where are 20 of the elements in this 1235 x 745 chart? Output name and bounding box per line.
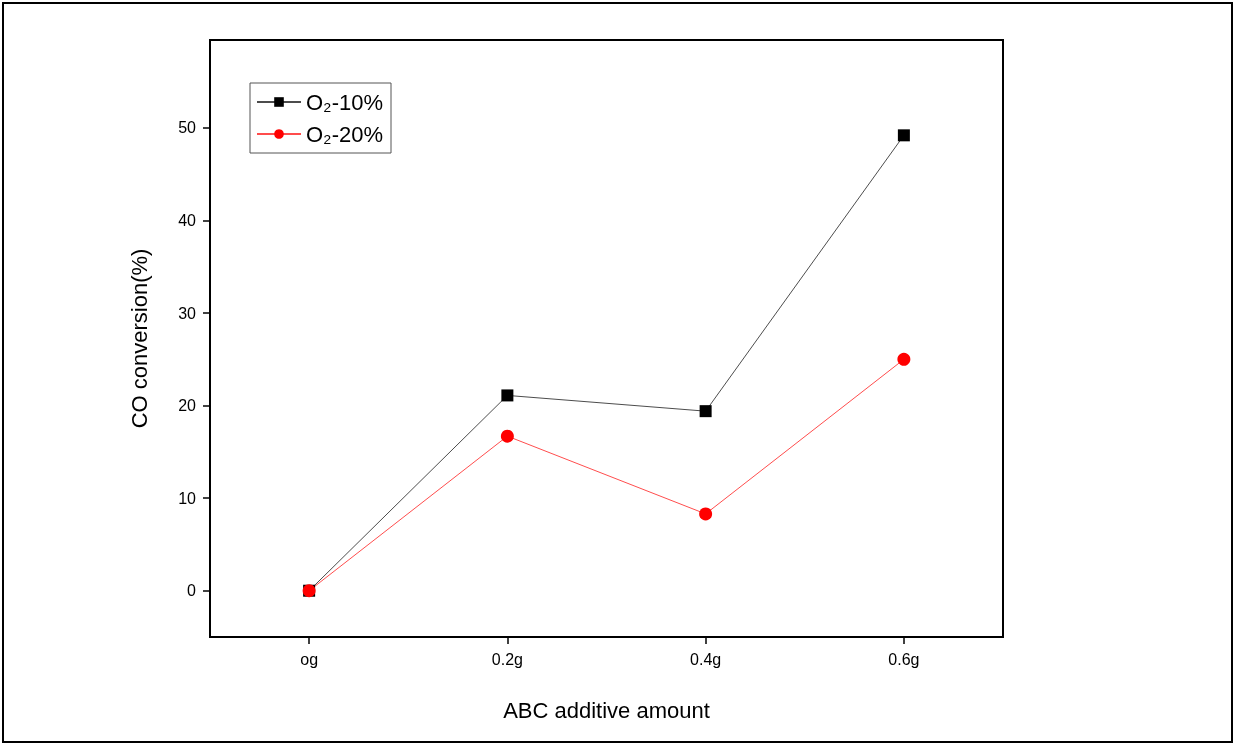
x-tick-label: 0.4g [690, 650, 722, 668]
legend-label: O₂-20% [306, 121, 384, 147]
y-tick-label: 0 [187, 582, 197, 600]
y-tick-label: 30 [178, 304, 197, 322]
point [897, 352, 911, 366]
x-tick-label: 0.6g [888, 650, 920, 668]
y-tick-label: 20 [178, 397, 197, 415]
point [501, 389, 514, 402]
point [500, 429, 514, 443]
point [699, 507, 713, 521]
y-tick-label: 50 [178, 119, 197, 137]
y-tick-label: 10 [178, 489, 197, 507]
point [897, 129, 910, 142]
x-tick-label: 0.2g [491, 650, 523, 668]
y-axis-title: CO conversion(%) [126, 248, 152, 429]
legend-label: O₂-10% [306, 89, 384, 115]
x-tick-label: og [300, 650, 319, 668]
y-tick-label: 40 [178, 211, 197, 229]
x-axis-title: ABC additive amount [503, 697, 710, 723]
point [699, 405, 712, 418]
